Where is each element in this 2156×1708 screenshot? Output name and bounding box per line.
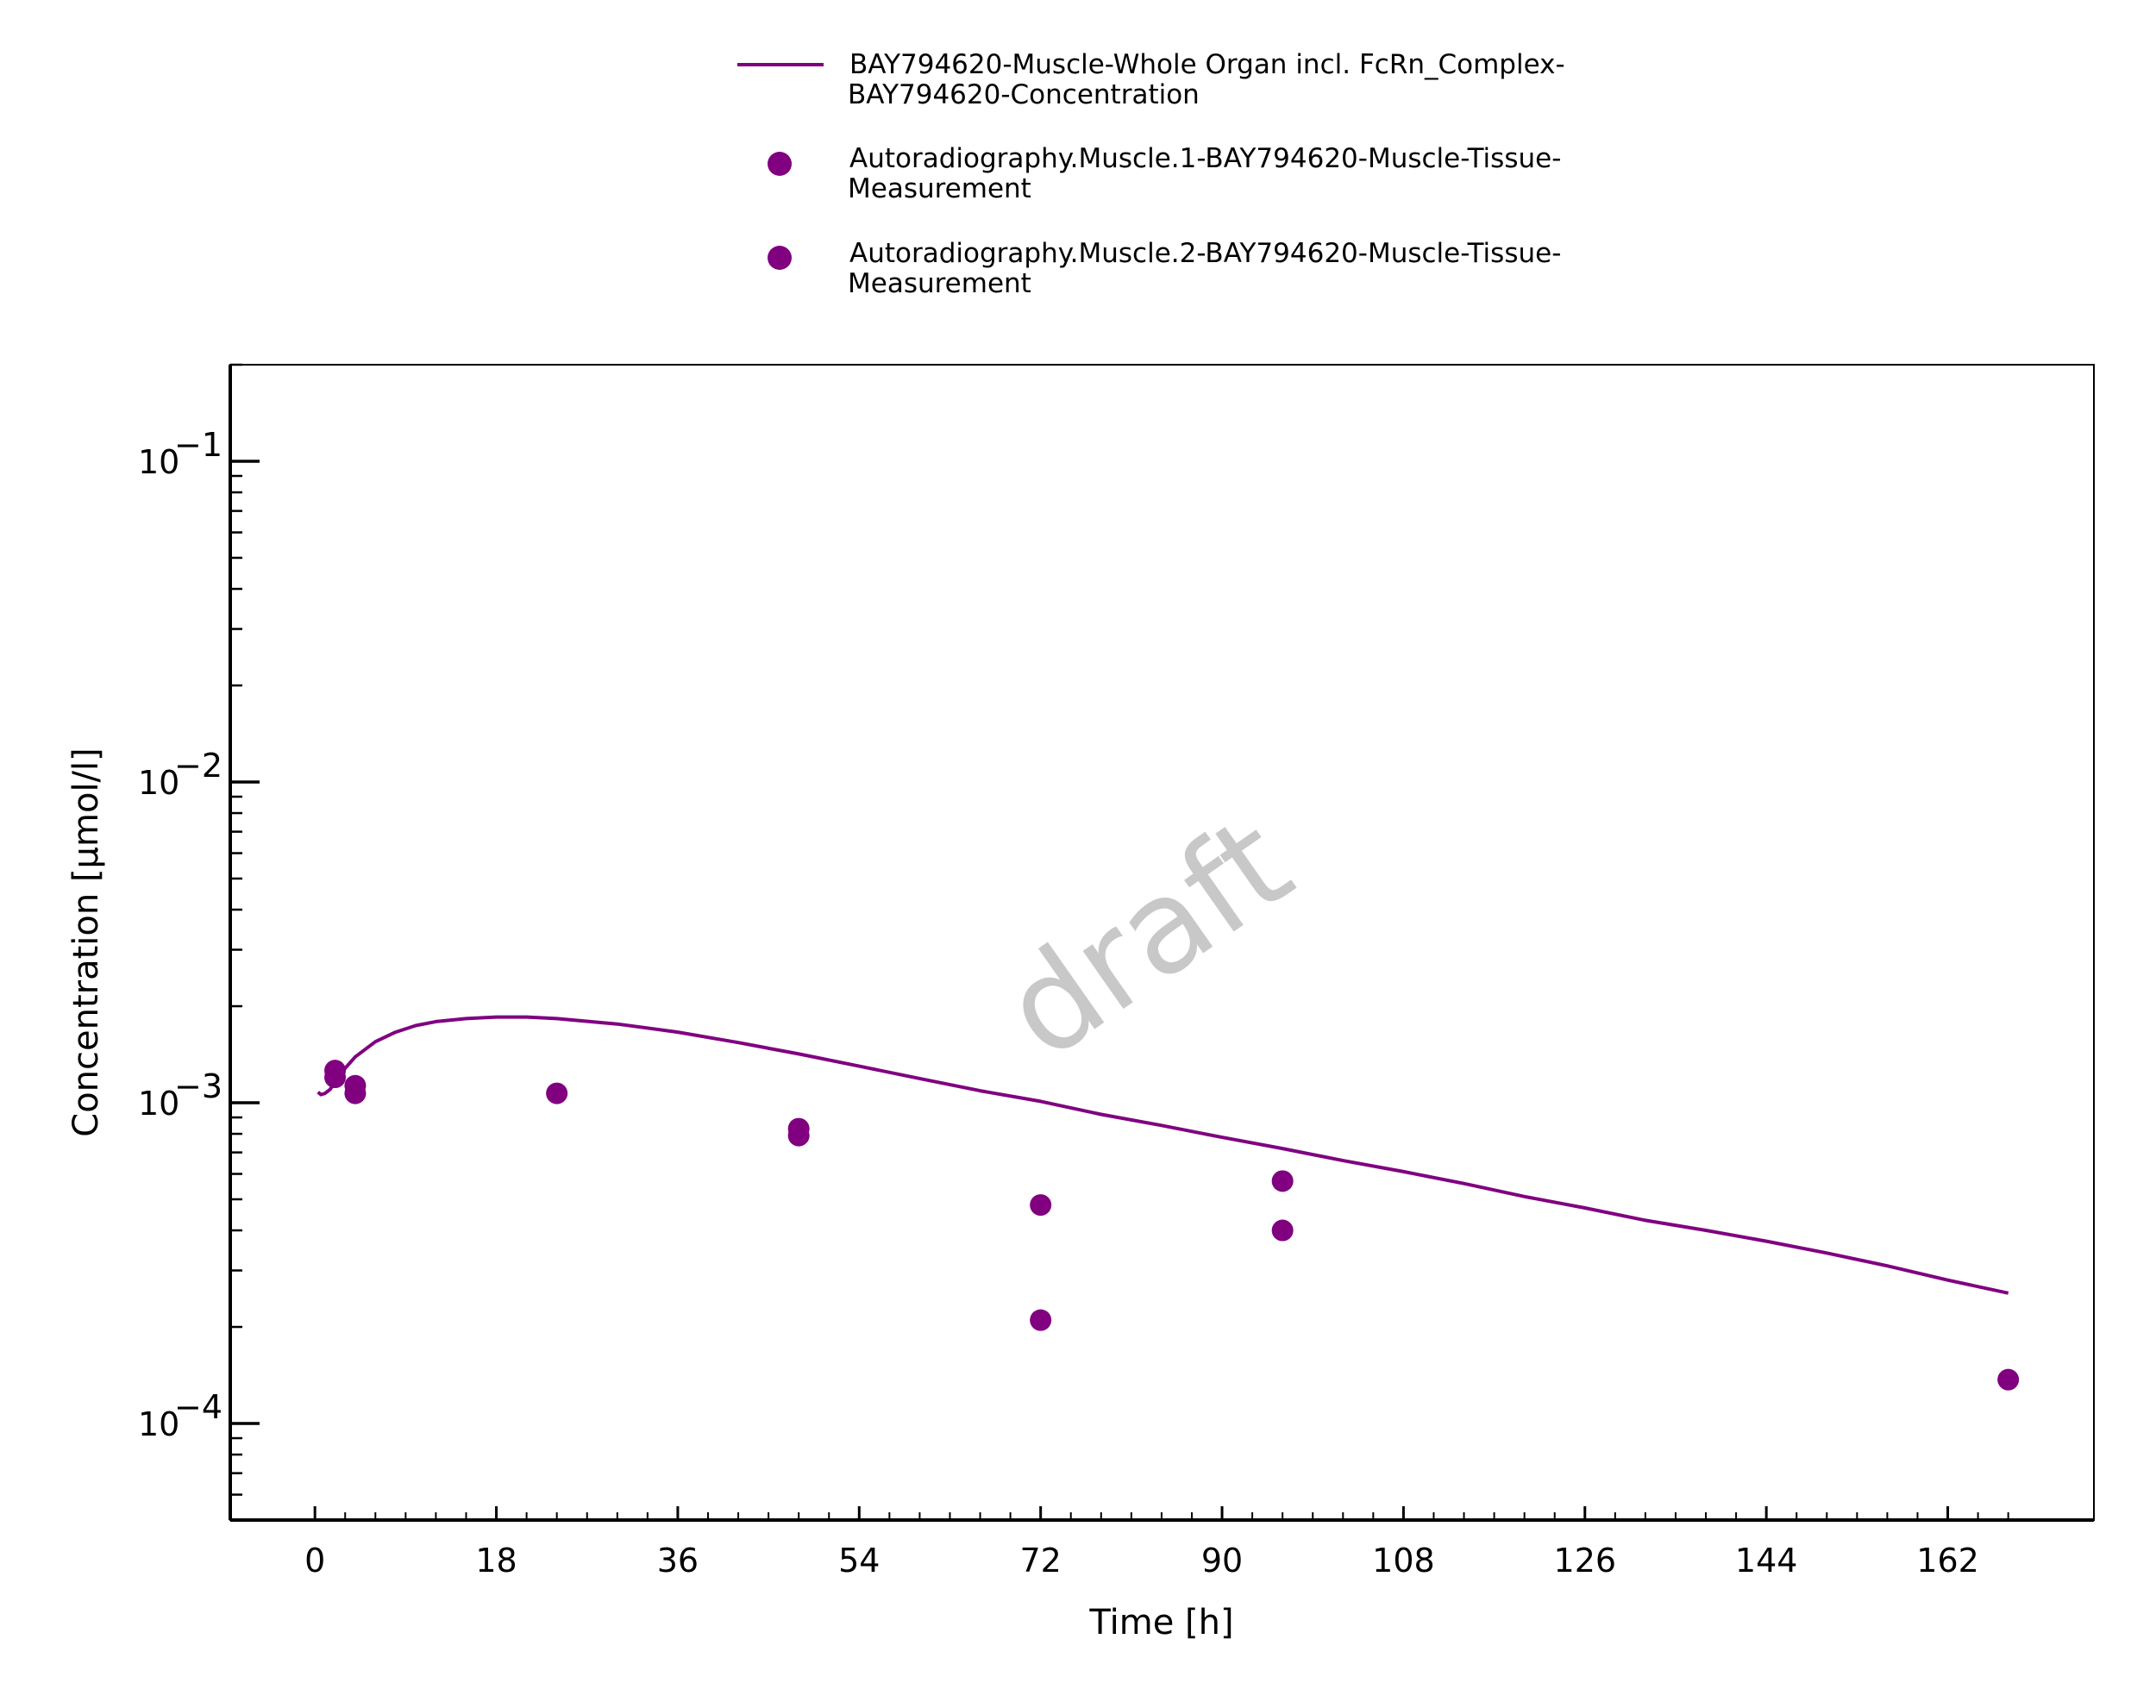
y-tick-label-base: 10 bbox=[138, 1405, 179, 1443]
x-tick-label: 18 bbox=[475, 1542, 517, 1580]
measurement-1-point bbox=[546, 1082, 568, 1104]
series-layer bbox=[317, 1015, 2020, 1391]
y-axis-ticks: 10−410−310−210−1 bbox=[138, 363, 260, 1522]
measurement-2-point bbox=[324, 1067, 347, 1089]
x-tick-label: 0 bbox=[304, 1542, 325, 1580]
x-tick-label: 162 bbox=[1916, 1542, 1979, 1580]
legend-entry-measurement-2: Autoradiography.Muscle.2-BAY794620-Muscl… bbox=[768, 238, 1561, 299]
y-axis-title: Concentration [µmol/l] bbox=[66, 748, 106, 1136]
legend-entry-measurement-1: Autoradiography.Muscle.1-BAY794620-Muscl… bbox=[768, 143, 1561, 204]
legend: BAY794620-Muscle-Whole Organ incl. FcRn_… bbox=[737, 49, 1565, 299]
legend-label-line2: BAY794620-Concentration bbox=[848, 79, 1200, 110]
x-axis-title: Time [h] bbox=[1088, 1603, 1233, 1642]
measurement-2-point bbox=[1271, 1219, 1294, 1242]
measurement-2-point bbox=[344, 1082, 367, 1104]
legend-label-line1: BAY794620-Muscle-Whole Organ incl. FcRn_… bbox=[849, 49, 1565, 80]
legend-marker-swatch bbox=[768, 152, 792, 176]
y-tick-label-base: 10 bbox=[138, 443, 179, 481]
y-tick-label-exponent: −4 bbox=[174, 1388, 222, 1426]
legend-label-line1: Autoradiography.Muscle.2-BAY794620-Muscl… bbox=[849, 238, 1561, 269]
y-tick-label: 10−4 bbox=[138, 1388, 222, 1443]
legend-marker-swatch bbox=[768, 246, 792, 270]
legend-label-line2: Measurement bbox=[848, 173, 1031, 204]
y-tick-label: 10−2 bbox=[138, 747, 222, 802]
x-tick-label: 90 bbox=[1201, 1542, 1243, 1580]
x-axis-ticks: 0 18 36 54 72 90 108 126 144 162 bbox=[304, 1506, 2009, 1580]
measurement-1-point bbox=[1271, 1170, 1294, 1192]
legend-label-line1: Autoradiography.Muscle.1-BAY794620-Muscl… bbox=[849, 143, 1561, 174]
y-tick-label-exponent: −1 bbox=[174, 426, 222, 464]
simulation-line bbox=[317, 1015, 2009, 1295]
measurement-2-point bbox=[1030, 1309, 1052, 1331]
draft-watermark: draft bbox=[978, 788, 1317, 1088]
y-tick-label: 10−3 bbox=[138, 1067, 222, 1123]
legend-label-line2: Measurement bbox=[848, 268, 1031, 299]
y-tick-label-base: 10 bbox=[138, 764, 179, 802]
x-tick-label: 144 bbox=[1735, 1542, 1798, 1580]
y-tick-label-exponent: −3 bbox=[174, 1067, 222, 1105]
x-tick-label: 72 bbox=[1019, 1542, 1061, 1580]
y-tick-label: 10−1 bbox=[138, 426, 222, 481]
x-tick-label: 108 bbox=[1372, 1542, 1435, 1580]
x-tick-label: 36 bbox=[657, 1542, 699, 1580]
measurement-2-point bbox=[787, 1124, 810, 1147]
y-tick-label-base: 10 bbox=[138, 1085, 179, 1123]
x-tick-label: 54 bbox=[838, 1542, 880, 1580]
x-tick-label: 126 bbox=[1554, 1542, 1617, 1580]
measurement-1-point bbox=[1030, 1194, 1052, 1217]
y-tick-label-exponent: −2 bbox=[174, 747, 222, 785]
legend-entry-simulation: BAY794620-Muscle-Whole Organ incl. FcRn_… bbox=[737, 49, 1565, 110]
measurement-1-point bbox=[1997, 1368, 2020, 1391]
